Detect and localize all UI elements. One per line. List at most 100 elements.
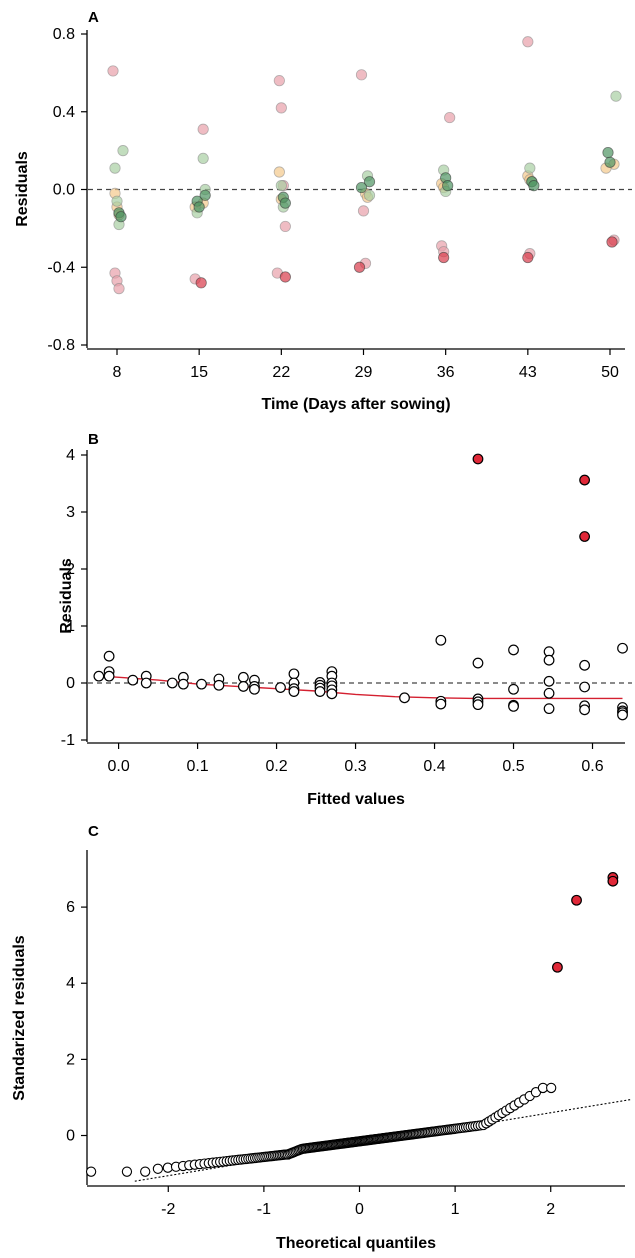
panel-b-outlier-point <box>472 453 484 465</box>
panel-b-outlier-point <box>579 474 591 486</box>
panel-c-ytick-label: 0 <box>66 1128 75 1145</box>
panel-b-outlier-point <box>579 531 591 542</box>
panel-c-x-axis-label: Theoretical quantiles <box>276 1235 436 1252</box>
panel-b-data-point <box>543 687 555 699</box>
panel-b-data-point <box>103 650 115 662</box>
panel-b-xtick-label: 0.3 <box>344 758 366 775</box>
panel-b-data-point <box>93 670 105 682</box>
panel-b-data-point <box>543 703 555 715</box>
panel-a-xtick-label: 15 <box>190 364 208 381</box>
panel-a-data-point <box>197 152 209 164</box>
panel-a-xtick-label: 29 <box>355 364 373 381</box>
panel-b-data-point <box>472 657 484 669</box>
panel-a-data-point <box>279 197 291 209</box>
panel-a-data-point <box>522 36 534 48</box>
panel-a-data-point <box>438 251 450 264</box>
panel-b-data-point <box>166 677 178 689</box>
panel-a: A -0.8 -0.4 0.0 0.4 0.8 8 15 22 29 36 43 50 Time (… <box>14 9 632 413</box>
panel-b-data-point <box>579 659 591 671</box>
panel-a-xtick-label: 43 <box>519 364 537 381</box>
panel-a-data-point <box>111 195 123 207</box>
panel-b-xtick-label: 0.0 <box>107 758 129 775</box>
panel-b-xtick-label: 0.2 <box>265 758 287 775</box>
panel-a-ytick-label: 0.0 <box>53 182 75 199</box>
panel-a-data-point <box>107 65 119 77</box>
panel-c-y-axis-label: Standarized residuals <box>11 935 28 1100</box>
panel-b-data-point <box>579 681 591 693</box>
panel-a-data-point <box>602 146 614 159</box>
panel-b-xtick-label: 0.6 <box>581 758 603 775</box>
panel-a-data-point <box>279 271 291 283</box>
panel-b-data-point <box>472 699 484 711</box>
panel-b-data-point <box>275 682 286 693</box>
panel-a-data-point <box>606 236 618 248</box>
panel-b-xtick-label: 0.4 <box>423 758 445 775</box>
panel-a-xtick-label: 22 <box>272 364 290 381</box>
panel-a-ytick-label: 0.4 <box>53 104 75 121</box>
panel-a-data-point <box>522 251 534 264</box>
panel-a-data-point <box>197 123 209 135</box>
panel-c-data-point <box>121 1166 133 1177</box>
panel-b-data-point <box>543 654 555 666</box>
panel-c-label: C <box>88 823 99 840</box>
panel-a-data-point <box>109 162 121 174</box>
panel-a-data-point <box>357 205 370 217</box>
panel-a-x-axis-label: Time (Days after sowing) <box>261 396 450 413</box>
panel-b-data-point <box>127 674 139 686</box>
panel-c-outlier-point <box>552 961 563 973</box>
panel-a-data-point <box>363 189 376 201</box>
panel-b-data-point <box>399 692 410 704</box>
panel-c-data-point <box>85 1166 97 1177</box>
panel-b-data-point <box>288 686 300 697</box>
panel-c-ytick-label: 4 <box>66 975 75 992</box>
panel-a-data-point <box>117 145 129 157</box>
panel-b-data-point <box>237 671 249 683</box>
panel-c-outlier-point <box>607 875 619 887</box>
panel-a-data-point <box>195 277 207 289</box>
panel-c: C 0 2 4 6 -2 -1 0 1 2 Theoretical quantiles Sta… <box>11 823 633 1252</box>
panel-a-data-point <box>353 261 366 273</box>
panel-c-xtick-label: 0 <box>355 1201 364 1218</box>
panel-b-data-point <box>579 704 591 716</box>
panel-a-data-point <box>363 176 376 188</box>
panel-a-data-point <box>604 156 616 168</box>
panel-b-data-point <box>237 681 249 692</box>
panel-b-data-point <box>314 686 326 697</box>
panel-b-data-point <box>617 642 628 654</box>
panel-a-data-point <box>273 75 285 87</box>
panel-b-label: B <box>88 431 99 448</box>
panel-a-label: A <box>88 9 99 26</box>
panel-b-data-point <box>177 678 189 690</box>
panel-c-data-point <box>152 1163 164 1174</box>
panel-b-y-axis-label: Residuals <box>58 558 75 634</box>
panel-b-data-point <box>326 688 338 700</box>
panel-b-ytick-label: 0 <box>66 675 75 692</box>
panel-a-data-point <box>273 166 285 178</box>
panel-b: B -1 0 1 2 3 4 0.0 0.1 0.2 0.3 0.4 0.5 0.6 Fitted v… <box>58 431 632 808</box>
panel-b-data-point <box>543 675 555 687</box>
panel-a-data-point <box>355 69 368 81</box>
panel-c-ytick-label: 6 <box>66 899 75 916</box>
panel-b-ytick-label: 2 <box>66 561 75 578</box>
panel-b-data-point <box>435 634 447 646</box>
panel-a-data-point <box>444 111 456 124</box>
panel-b-data-point <box>508 683 519 695</box>
panel-b-data-point <box>508 644 519 656</box>
panel-b-xtick-label: 0.5 <box>502 758 524 775</box>
panel-b-ytick-label: 4 <box>66 447 75 464</box>
panel-a-data-point <box>610 90 622 102</box>
panel-a-data-point <box>193 201 205 213</box>
panel-a-data-point <box>279 220 291 233</box>
panel-a-y-axis-label: Residuals <box>14 151 31 227</box>
panel-a-ytick-label: 0.8 <box>53 26 75 43</box>
panel-c-xtick-label: -2 <box>161 1201 175 1218</box>
panel-b-data-point <box>140 677 152 689</box>
panel-b-data-point <box>288 668 300 680</box>
panel-a-data-point <box>115 211 127 223</box>
panel-b-data-point <box>617 709 628 721</box>
panel-b-data-point <box>249 683 260 695</box>
panel-b-data-point <box>103 670 115 682</box>
panel-b-data-point <box>213 679 225 691</box>
panel-b-data-point <box>435 698 447 710</box>
